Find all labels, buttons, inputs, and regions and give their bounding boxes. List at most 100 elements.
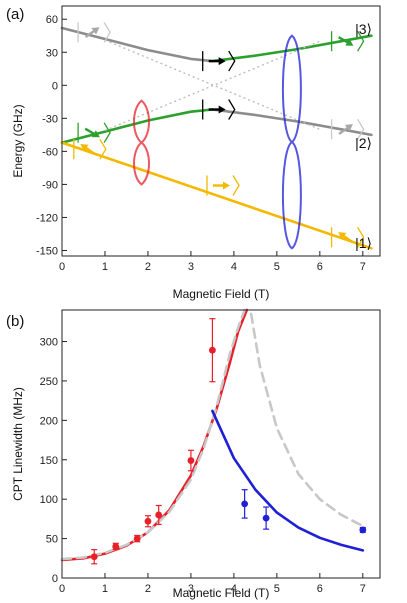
- y-tick-label: 100: [40, 494, 58, 506]
- state-label-3: |3⟩: [355, 21, 372, 37]
- spin-ket-icon: [330, 118, 365, 140]
- x-tick-label: 2: [145, 261, 151, 273]
- data-point-blue: [241, 500, 249, 508]
- arrow-head: [91, 27, 100, 35]
- ket-angle: [228, 99, 236, 120]
- spin-arrow-icon: [208, 105, 226, 114]
- y-tick-label: -120: [36, 212, 58, 224]
- spin-arrow-icon: [208, 57, 226, 66]
- panel-a: (a) Energy (GHz) Magnetic Field (T) 0 1 2 3…: [6, 5, 381, 301]
- x-tick-label: 6: [317, 583, 323, 595]
- panel-a-xlabel: Magnetic Field (T): [173, 287, 270, 301]
- panel-b: (b) CPT Linewidth (MHz) Magnetic Field (…: [6, 308, 381, 600]
- spin-ket-icon: [73, 138, 107, 160]
- spin-arrow-icon: [80, 144, 96, 155]
- series-line-gray: [60, 26, 214, 63]
- y-tick-label: 0: [52, 80, 58, 92]
- spin-ket-icon: [206, 175, 240, 196]
- ket-angle: [103, 22, 111, 43]
- y-tick-label: -90: [42, 179, 58, 191]
- series-line-lightgray: [60, 308, 246, 561]
- series-line-green: [211, 34, 373, 63]
- arrow-head: [218, 57, 226, 66]
- red-transition-loop: [133, 99, 150, 186]
- x-tick-label: 1: [102, 261, 108, 273]
- x-tick-label: 7: [360, 261, 366, 273]
- spin-arrow-icon: [84, 127, 100, 138]
- data-point-red: [209, 346, 216, 354]
- y-tick-label: 0: [52, 573, 58, 585]
- arrow-head: [223, 181, 230, 190]
- y-tick-label: -150: [36, 245, 58, 257]
- panel-a-frame: [61, 5, 381, 257]
- data-point-red: [112, 543, 120, 550]
- ket-angle: [103, 122, 111, 144]
- ket-angle: [357, 118, 365, 140]
- spin-arrow-icon: [84, 27, 100, 38]
- arrow-head: [80, 144, 89, 152]
- spin-ket-icon: [77, 22, 111, 43]
- y-tick-label: -30: [42, 113, 58, 125]
- spin-arrow-icon: [338, 36, 354, 46]
- data-point-blue: [262, 514, 270, 522]
- spin-ket-icon: [202, 99, 236, 120]
- x-tick-label: 0: [59, 261, 65, 273]
- x-tick-label: 4: [231, 261, 237, 273]
- panel-a-label: (a): [6, 6, 24, 23]
- x-tick-label: 0: [59, 583, 65, 595]
- spin-ket-icon: [330, 226, 365, 248]
- arrow-head: [218, 105, 226, 114]
- y-tick-label: 60: [46, 14, 58, 26]
- series-line-gray: [211, 108, 373, 137]
- series-line-lightgray: [249, 312, 365, 528]
- y-tick-label: -60: [42, 146, 58, 158]
- x-tick-label: 2: [145, 583, 151, 595]
- x-tick-label: 7: [360, 583, 366, 595]
- y-tick-label: 50: [46, 534, 58, 546]
- spin-arrow-icon: [213, 181, 230, 190]
- dotted-transition-line: [104, 39, 321, 130]
- data-point-red: [133, 535, 141, 542]
- data-point-blue: [359, 526, 367, 534]
- series-line-blue: [211, 409, 365, 552]
- series-line-red: [60, 308, 249, 562]
- ket-angle: [232, 175, 240, 196]
- state-label-2: |2⟩: [355, 135, 372, 151]
- data-point-red: [155, 511, 163, 519]
- arrow-head: [345, 38, 354, 46]
- spin-ket-icon: [77, 122, 111, 144]
- y-tick-label: 150: [40, 455, 58, 467]
- panel-b-label: (b): [6, 313, 24, 330]
- x-tick-label: 4: [231, 583, 237, 595]
- x-tick-label: 5: [274, 261, 280, 273]
- arrow-head: [344, 124, 353, 132]
- x-tick-label: 1: [102, 583, 108, 595]
- ket-angle: [357, 30, 365, 52]
- panel-b-frame: [61, 309, 381, 579]
- data-point-red: [187, 457, 195, 464]
- dotted-transition-line: [104, 40, 321, 132]
- arrow-head: [338, 232, 347, 240]
- x-tick-label: 3: [188, 583, 194, 595]
- panel-b-xlabel: Magnetic Field (T): [173, 586, 270, 600]
- ket-angle: [99, 138, 107, 160]
- ket-angle: [357, 226, 365, 248]
- state-label-1: |1⟩: [355, 235, 372, 251]
- y-tick-label: 200: [40, 415, 58, 427]
- x-tick-label: 6: [317, 261, 323, 273]
- series-line-yellow: [60, 141, 373, 250]
- panel-a-ylabel: Energy (GHz): [11, 104, 25, 177]
- spin-ket-icon: [330, 30, 365, 52]
- data-point-red: [90, 553, 98, 561]
- y-tick-label: 30: [46, 47, 58, 59]
- x-tick-label: 3: [188, 261, 194, 273]
- data-point-red: [144, 517, 152, 525]
- y-tick-label: 300: [40, 337, 58, 349]
- x-tick-label: 5: [274, 583, 280, 595]
- series-line-green: [60, 108, 214, 144]
- spin-arrow-icon: [338, 232, 353, 243]
- blue-transition-loop: [281, 34, 302, 250]
- spin-arrow-icon: [338, 124, 353, 135]
- spin-ket-icon: [202, 50, 236, 72]
